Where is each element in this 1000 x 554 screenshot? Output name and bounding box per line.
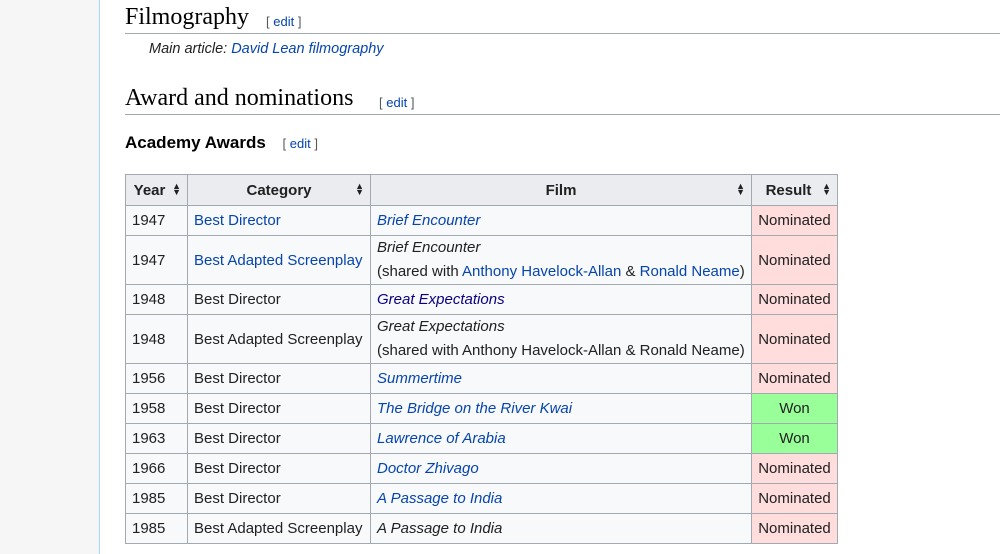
sort-icon[interactable]: ▲ ▼ (822, 181, 831, 197)
result-cell: Won (751, 423, 838, 454)
category-cell: Best Director (187, 284, 371, 315)
result-cell: Nominated (751, 453, 838, 484)
category-cell: Best Adapted Screenplay (187, 235, 371, 285)
film-cell: Great Expectations (shared with Anthony H… (370, 314, 752, 364)
shared-credit: (shared with Anthony Havelock-Allan & Ro… (377, 263, 745, 280)
sort-icon[interactable]: ▲ ▼ (172, 181, 181, 197)
film-link[interactable]: The Bridge on the River Kwai (377, 400, 573, 417)
category-link[interactable]: Best Adapted Screenplay (194, 251, 363, 269)
result-cell: Nominated (751, 483, 838, 514)
category-cell: Best Director (187, 483, 371, 514)
year-cell: 1963 (125, 423, 188, 454)
table-row: 1956 Best Director Summertime Nominated (125, 363, 838, 394)
film-cell: Brief Encounter (370, 205, 752, 236)
hatnote-prefix: Main article: (149, 41, 232, 57)
year-cell: 1948 (125, 284, 188, 315)
filmography-heading-row: Filmography [ edit ] (125, 0, 1000, 34)
year-cell: 1947 (125, 235, 188, 285)
sort-icon[interactable]: ▲ ▼ (355, 181, 364, 197)
column-header-result[interactable]: Result ▲ ▼ (751, 174, 838, 206)
result-cell: Nominated (751, 205, 838, 236)
film-cell: Lawrence of Arabia (370, 423, 752, 454)
table-row: 1966 Best Director Doctor Zhivago Nomina… (125, 453, 838, 484)
category-cell: Best Director (187, 205, 371, 236)
year-cell: 1985 (125, 513, 188, 544)
left-sidebar (0, 0, 100, 554)
result-cell: Nominated (751, 513, 838, 544)
result-cell: Nominated (751, 235, 838, 285)
film-link[interactable]: Doctor Zhivago (377, 460, 479, 477)
year-cell: 1948 (125, 314, 188, 364)
column-header-film[interactable]: Film ▲ ▼ (370, 174, 752, 206)
category-link[interactable]: Best Director (194, 212, 281, 229)
film-cell: Summertime (370, 363, 752, 394)
filmography-edit-section: [ edit ] (266, 14, 302, 29)
year-cell: 1947 (125, 205, 188, 236)
year-cell: 1985 (125, 483, 188, 514)
film-title: Great Expectations (377, 318, 505, 335)
year-cell: 1958 (125, 393, 188, 424)
hatnote-link[interactable]: David Lean filmography (231, 41, 384, 57)
filmography-edit-link[interactable]: edit (273, 14, 295, 29)
table-row: 1985 Best Adapted Screenplay A Passage t… (125, 513, 838, 544)
film-cell: A Passage to India (370, 513, 752, 544)
table-row: 1958 Best Director The Bridge on the Riv… (125, 393, 838, 424)
year-cell: 1956 (125, 363, 188, 394)
awards-edit-section: [ edit ] (379, 95, 415, 110)
category-cell: Best Director (187, 393, 371, 424)
column-header-year[interactable]: Year ▲ ▼ (125, 174, 188, 206)
film-cell: A Passage to India (370, 483, 752, 514)
film-link[interactable]: Brief Encounter (377, 212, 481, 229)
film-cell: Brief Encounter (shared with Anthony Have… (370, 235, 752, 285)
academy-edit-link[interactable]: edit (289, 136, 311, 151)
result-cell: Nominated (751, 314, 838, 364)
category-cell: Best Director (187, 363, 371, 394)
category-cell: Best Director (187, 423, 371, 454)
film-title: Brief Encounter (377, 239, 481, 256)
column-header-category[interactable]: Category ▲ ▼ (187, 174, 371, 206)
filmography-heading: Filmography (125, 4, 249, 30)
film-title: A Passage to India (377, 520, 503, 537)
awards-edit-link[interactable]: edit (386, 95, 408, 110)
table-row: 1947 Best Adapted Screenplay Brief Encou… (125, 235, 838, 285)
result-cell: Nominated (751, 284, 838, 315)
academy-awards-table: Year ▲ ▼ Category ▲ ▼ Film ▲ ▼ Result ▲ ▼ 1947 B… (125, 174, 838, 544)
film-link[interactable]: Great Expectations (377, 291, 505, 308)
category-cell: Best Adapted Screenplay (187, 314, 371, 364)
person-link[interactable]: Anthony Havelock-Allan (462, 263, 622, 280)
film-cell: Great Expectations (370, 284, 752, 315)
category-cell: Best Director (187, 453, 371, 484)
film-link[interactable]: A Passage to India (377, 490, 503, 507)
table-header-row: Year ▲ ▼ Category ▲ ▼ Film ▲ ▼ Result ▲ ▼ (125, 174, 838, 206)
year-cell: 1966 (125, 453, 188, 484)
result-cell: Won (751, 393, 838, 424)
table-row: 1948 Best Director Great Expectations No… (125, 284, 838, 315)
category-cell: Best Adapted Screenplay (187, 513, 371, 544)
film-cell: Doctor Zhivago (370, 453, 752, 484)
film-cell: The Bridge on the River Kwai (370, 393, 752, 424)
result-cell: Nominated (751, 363, 838, 394)
sort-icon[interactable]: ▲ ▼ (736, 181, 745, 197)
awards-heading: Award and nominations (125, 85, 354, 111)
shared-credit: (shared with Anthony Havelock-Allan & Ro… (377, 342, 745, 359)
table-row: 1948 Best Adapted Screenplay Great Expec… (125, 314, 838, 364)
table-row: 1947 Best Director Brief Encounter Nomin… (125, 205, 838, 236)
academy-edit-section: [ edit ] (282, 136, 318, 151)
academy-awards-title: Academy Awards (125, 133, 266, 152)
awards-heading-row: Award and nominations [ edit ] (125, 81, 1000, 115)
table-row: 1985 Best Director A Passage to India No… (125, 483, 838, 514)
table-row: 1963 Best Director Lawrence of Arabia Wo… (125, 423, 838, 454)
hatnote: Main article: David Lean filmography (149, 41, 384, 57)
film-link[interactable]: Lawrence of Arabia (377, 430, 506, 447)
academy-awards-heading: Academy Awards [ edit ] (125, 133, 318, 153)
person-link[interactable]: Ronald Neame (639, 263, 740, 280)
film-link[interactable]: Summertime (377, 370, 463, 387)
